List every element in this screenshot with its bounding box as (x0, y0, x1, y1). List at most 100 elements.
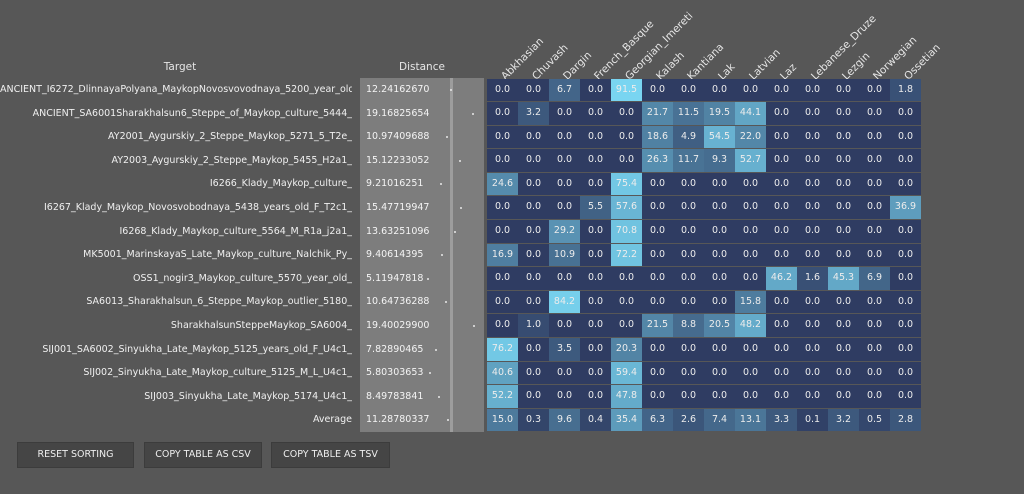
value-cell: 0.0 (580, 125, 611, 149)
value-cell: 0.0 (487, 125, 518, 149)
value-cell: 0.0 (859, 314, 890, 338)
value-cell: 0.0 (611, 102, 642, 125)
value-cell: 0.0 (704, 338, 735, 361)
value-cell: 0.0 (487, 102, 518, 125)
value-cell: 0.0 (828, 172, 859, 196)
column-header-latvian[interactable]: Latvian (747, 46, 783, 83)
copy-csv-button[interactable]: COPY TABLE AS CSV (144, 442, 262, 468)
target-name: I6268_Klady_Maykop_culture_5564_M_R1a_j2… (119, 225, 352, 237)
value-cell: 0.0 (611, 290, 642, 314)
value-cell: 3.2 (828, 408, 859, 432)
distance-marker (435, 348, 438, 351)
value-cell: 0.0 (766, 385, 797, 408)
value-cell: 0.0 (797, 102, 828, 125)
value-cell: 20.3 (611, 338, 642, 361)
value-cell: 0.0 (518, 220, 549, 243)
value-cell: 0.0 (673, 267, 704, 290)
distance-marker (472, 112, 475, 115)
value-cell: 0.0 (797, 220, 828, 243)
target-name: I6267_Klady_Maykop_Novosvobodnaya_5438_y… (44, 201, 352, 213)
target-name: AY2003_Aygurskiy_2_Steppe_Maykop_5455_H2… (111, 154, 352, 166)
value-cell: 0.0 (580, 338, 611, 361)
value-cell: 0.0 (673, 385, 704, 408)
value-cell: 0.0 (766, 338, 797, 361)
value-cell: 5.5 (580, 196, 611, 220)
distance-marker (459, 159, 462, 162)
value-cell: 0.0 (859, 220, 890, 243)
distance-marker (444, 301, 447, 304)
distance-value: 8.49783841 (366, 390, 424, 402)
value-cell: 0.0 (611, 267, 642, 290)
value-cell: 0.0 (797, 125, 828, 149)
value-cell: 0.0 (704, 196, 735, 220)
value-cell: 0.1 (797, 408, 828, 432)
target-name: I6266_Klady_Maykop_culture_ (209, 178, 352, 190)
value-cell: 0.0 (766, 102, 797, 125)
reset-sorting-button[interactable]: RESET SORTING (17, 442, 134, 468)
value-cell: 8.8 (673, 314, 704, 338)
value-cell: 46.2 (766, 267, 797, 290)
value-cell: 0.0 (828, 338, 859, 361)
value-cell: 15.0 (487, 408, 518, 432)
value-cell: 0.0 (735, 385, 766, 408)
value-cell: 59.4 (611, 361, 642, 385)
value-cell: 16.9 (487, 243, 518, 267)
value-cell: 0.0 (890, 290, 921, 314)
distance-cell (360, 101, 484, 126)
value-cell: 9.6 (549, 408, 580, 432)
value-cell: 0.0 (487, 314, 518, 338)
distance-scale-line (450, 219, 453, 244)
value-cell: 0.0 (828, 125, 859, 149)
value-cell: 0.0 (673, 196, 704, 220)
value-cell: 0.0 (580, 314, 611, 338)
value-cell: 0.0 (642, 290, 673, 314)
value-cell: 0.0 (518, 243, 549, 267)
value-cell: 0.0 (611, 314, 642, 338)
value-cell: 0.0 (735, 361, 766, 385)
value-cell: 0.0 (859, 78, 890, 102)
target-name: ANCIENT_SA6001Sharakhalsun6_Steppe_of_Ma… (32, 107, 352, 119)
value-cell: 0.0 (518, 196, 549, 220)
value-cell: 0.0 (642, 243, 673, 267)
distance-cell (360, 148, 484, 173)
distance-marker (440, 254, 443, 257)
value-cell: 0.0 (549, 102, 580, 125)
target-name: SIJ001_SA6002_Sinyukha_Late_Maykop_5125_… (42, 343, 352, 355)
value-cell: 48.2 (735, 314, 766, 338)
value-cell: 1.0 (518, 314, 549, 338)
value-cell: 0.0 (828, 290, 859, 314)
value-cell: 13.1 (735, 408, 766, 432)
distance-column-header[interactable]: Distance (399, 61, 445, 73)
value-cell: 0.0 (704, 361, 735, 385)
value-cell: 0.0 (673, 290, 704, 314)
value-cell: 54.5 (704, 125, 735, 149)
value-cell: 0.0 (797, 361, 828, 385)
value-cell: 0.0 (580, 267, 611, 290)
copy-tsv-button[interactable]: COPY TABLE AS TSV (271, 442, 390, 468)
value-cell: 0.0 (704, 267, 735, 290)
value-cell: 7.4 (704, 408, 735, 432)
value-cell: 0.0 (580, 361, 611, 385)
value-cell: 0.0 (704, 290, 735, 314)
distance-value: 9.21016251 (366, 178, 424, 190)
value-cell: 0.0 (580, 102, 611, 125)
value-cell: 0.0 (704, 243, 735, 267)
value-cell: 0.0 (580, 149, 611, 172)
value-cell: 0.0 (859, 290, 890, 314)
value-cell: 76.2 (487, 338, 518, 361)
value-cell: 0.0 (549, 314, 580, 338)
value-cell: 6.9 (859, 267, 890, 290)
value-cell: 10.9 (549, 243, 580, 267)
value-cell: 0.0 (735, 338, 766, 361)
value-cell: 0.0 (642, 361, 673, 385)
value-cell: 0.0 (828, 243, 859, 267)
value-cell: 0.0 (766, 220, 797, 243)
value-cell: 1.6 (797, 267, 828, 290)
target-column-header[interactable]: Target (163, 61, 197, 73)
value-cell: 36.9 (890, 196, 921, 220)
target-name: SA6013_Sharakhalsun_6_Steppe_Maykop_outl… (86, 296, 352, 308)
value-cell: 0.0 (611, 149, 642, 172)
value-cell: 35.4 (611, 408, 642, 432)
value-cell: 0.0 (518, 149, 549, 172)
distance-scale-line (450, 125, 453, 149)
